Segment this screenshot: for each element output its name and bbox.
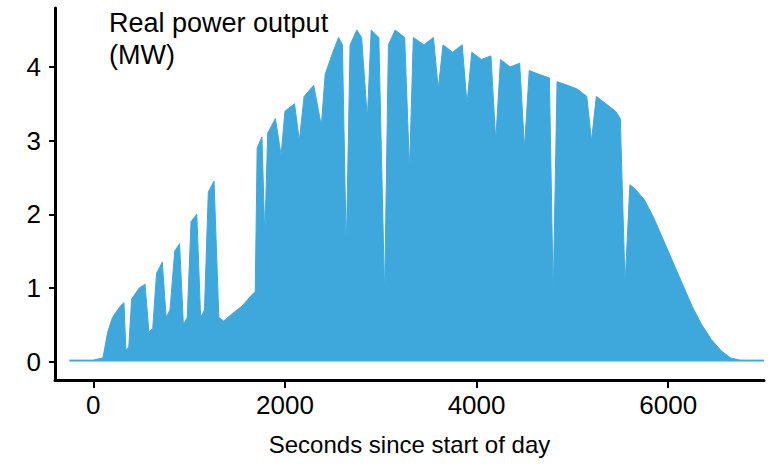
svg-text:3: 3 [27,126,41,156]
svg-text:Real power output: Real power output [109,8,336,38]
svg-text:(MW): (MW) [109,40,175,70]
svg-text:0: 0 [86,390,100,420]
svg-text:4000: 4000 [448,390,506,420]
svg-text:1: 1 [27,273,41,303]
svg-text:Seconds since start of day: Seconds since start of day [269,431,550,458]
svg-text:0: 0 [27,347,41,377]
svg-text:2: 2 [27,199,41,229]
svg-text:6000: 6000 [639,390,697,420]
svg-text:4: 4 [27,52,41,82]
svg-text:2000: 2000 [256,390,314,420]
